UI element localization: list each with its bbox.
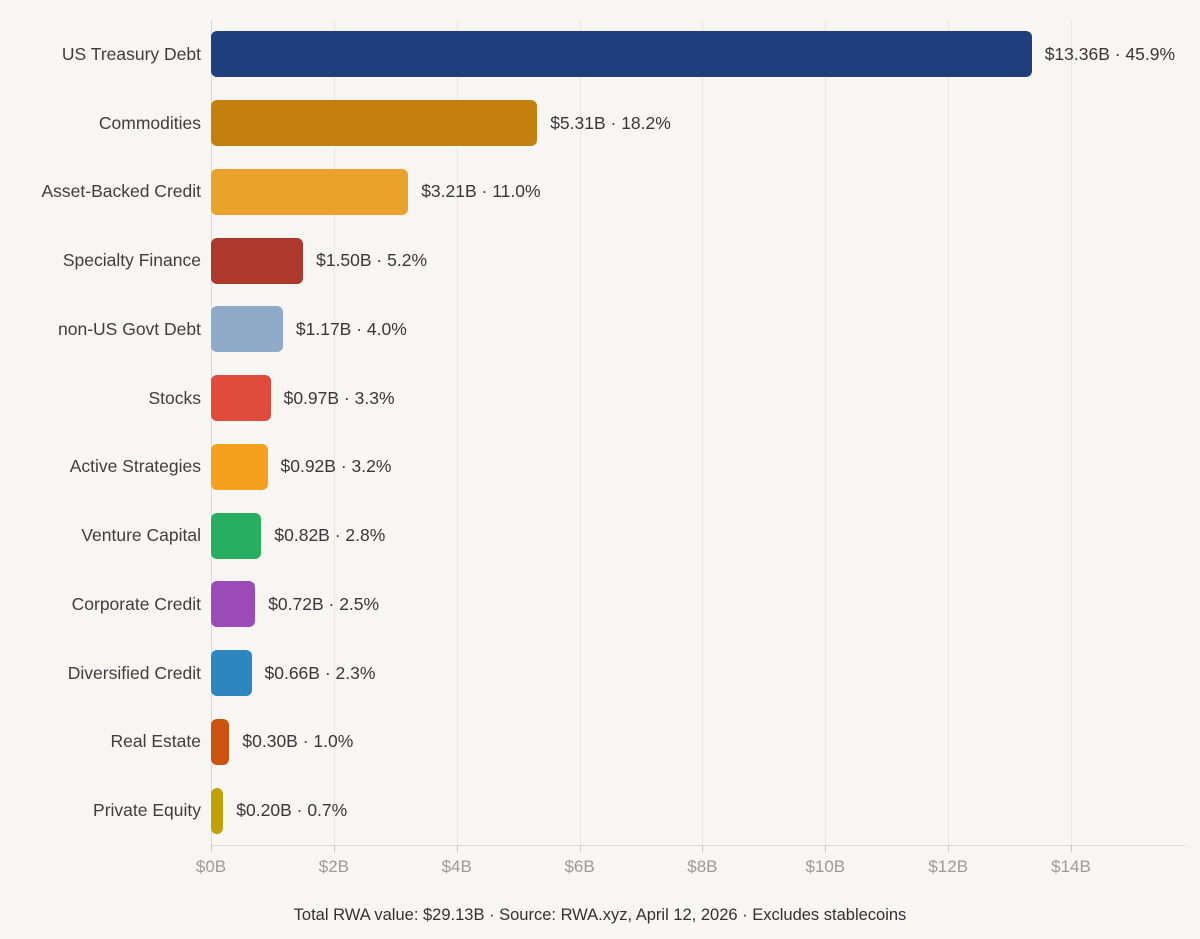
category-label: non-US Govt Debt (58, 318, 201, 339)
x-tick-label: $10B (805, 857, 846, 876)
bar-row: Asset-Backed Credit $3.21B · 11.0% (0, 158, 1200, 227)
category-label: Stocks (148, 387, 201, 408)
bar-row: US Treasury Debt $13.36B · 45.9% (0, 20, 1200, 89)
category-label: Diversified Credit (67, 662, 201, 683)
bar-value-label: $0.66B · 2.3% (264, 662, 376, 683)
bar-value-label: $3.21B · 11.0% (421, 181, 541, 202)
category-label: Active Strategies (69, 456, 201, 477)
bar-row: Private Equity $0.20B · 0.7% (0, 776, 1200, 845)
category-label: Venture Capital (81, 525, 201, 546)
bar-value-label: $1.50B · 5.2% (316, 250, 427, 271)
x-axis: $0B $2B $4B $6B $8B $10B $12B $14B (196, 845, 1185, 885)
x-tick-label: $0B (195, 857, 227, 876)
category-label: Specialty Finance (62, 250, 201, 271)
bar-value-label: $0.82B · 2.8% (274, 525, 386, 546)
bar-row: Real Estate $0.30B · 1.0% (0, 708, 1200, 777)
bar-row: Active Strategies $0.92B · 3.2% (0, 433, 1200, 502)
bar-row: Commodities $5.31B · 18.2% (0, 89, 1200, 158)
bar-area: $3.21B · 11.0% (211, 158, 1200, 227)
bar-row: non-US Govt Debt $1.17B · 4.0% (0, 295, 1200, 364)
bar-row: Corporate Credit $0.72B · 2.5% (0, 570, 1200, 639)
bar-value-label: $13.36B · 45.9% (1044, 43, 1176, 64)
category-label: US Treasury Debt (61, 43, 201, 64)
bar-area: $0.20B · 0.7% (211, 776, 1200, 845)
bar (211, 512, 262, 559)
bar (211, 306, 283, 353)
x-tick-label: $12B (928, 857, 969, 876)
chart-footer-caption: Total RWA value: $29.13B · Source: RWA.x… (293, 906, 907, 924)
bar-value-label: $0.92B · 3.2% (280, 456, 392, 477)
bar (211, 718, 230, 765)
bar-area: $1.17B · 4.0% (211, 295, 1200, 364)
bar-value-label: $0.30B · 1.0% (242, 731, 354, 752)
x-tick-label: $4B (441, 857, 472, 876)
bar (211, 787, 224, 834)
bar-rows: US Treasury Debt $13.36B · 45.9% Commodi… (0, 20, 1200, 845)
category-label: Real Estate (110, 731, 201, 752)
x-tick-mark (1071, 845, 1072, 852)
bar-value-label: $0.20B · 0.7% (236, 800, 348, 821)
x-tick-label: $8B (687, 857, 718, 876)
bar (211, 31, 1032, 78)
x-tick-mark (825, 845, 827, 852)
bar-area: $0.92B · 3.2% (211, 433, 1200, 502)
x-tick-label: $14B (1051, 857, 1091, 876)
category-label: Private Equity (93, 800, 201, 821)
bar-area: $0.82B · 2.8% (211, 501, 1200, 570)
category-label: Corporate Credit (71, 593, 201, 614)
bar (211, 168, 409, 215)
bar-area: $0.66B · 2.3% (211, 639, 1200, 708)
x-tick-mark (211, 845, 212, 852)
x-tick-mark (948, 845, 950, 852)
bar (211, 237, 304, 284)
bar (211, 650, 252, 697)
bar-row: Diversified Credit $0.66B · 2.3% (0, 639, 1200, 708)
bar (211, 443, 268, 490)
bar-value-label: $0.97B · 3.3% (283, 387, 395, 408)
bar-area: $0.30B · 1.0% (211, 708, 1200, 777)
bar-row: Stocks $0.97B · 3.3% (0, 364, 1200, 433)
bar-value-label: $1.17B · 4.0% (295, 318, 407, 339)
bar-value-label: $0.72B · 2.5% (268, 593, 380, 614)
bar (211, 375, 271, 422)
bar (211, 581, 256, 628)
x-tick-label: $6B (564, 857, 595, 876)
x-axis-line (211, 845, 1185, 846)
x-tick-mark (702, 845, 704, 852)
category-label: Commodities (98, 112, 201, 133)
bar-area: $5.31B · 18.2% (211, 89, 1200, 158)
bar-value-label: $5.31B · 18.2% (550, 112, 671, 133)
category-label: Asset-Backed Credit (41, 181, 201, 202)
x-tick-mark (579, 845, 581, 852)
bar-area: $1.50B · 5.2% (211, 226, 1200, 295)
bar-row: Venture Capital $0.82B · 2.8% (0, 501, 1200, 570)
bar-row: Specialty Finance $1.50B · 5.2% (0, 226, 1200, 295)
x-tick-mark (333, 845, 335, 852)
bar-area: $13.36B · 45.9% (211, 20, 1200, 89)
bar-area: $0.97B · 3.3% (211, 364, 1200, 433)
bar (211, 100, 538, 147)
x-tick-mark (456, 845, 458, 852)
bar-area: $0.72B · 2.5% (211, 570, 1200, 639)
x-tick-label: $2B (318, 857, 350, 876)
